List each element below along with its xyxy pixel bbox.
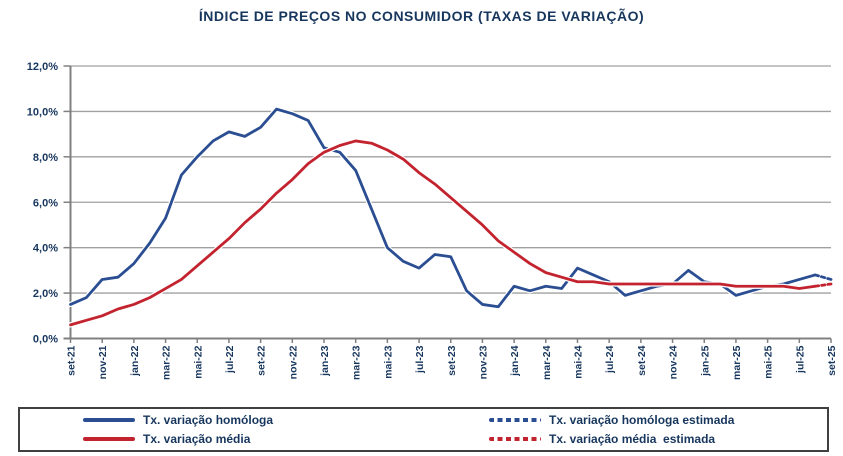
legend: Tx. variação homóloga Tx. variação homól…	[18, 407, 829, 452]
legend-label-media-estimada: Tx. variação média estimada	[549, 432, 716, 446]
legend-label-media: Tx. variação média	[143, 432, 251, 446]
homologa-solid-line-swatch	[83, 417, 135, 423]
y-tick-label: 10,0%	[27, 106, 58, 118]
x-tick-label: mar-23	[351, 345, 363, 380]
x-tick-label: nov-21	[97, 345, 109, 379]
x-tick-label: mar-24	[541, 345, 553, 380]
x-tick-label: jul-22	[224, 345, 236, 374]
media-solid-line-swatch	[83, 436, 135, 442]
x-tick-label: set-21	[66, 345, 78, 376]
x-tick-label: set-24	[636, 345, 648, 376]
x-tick-label: jul-23	[414, 345, 426, 374]
x-tick-label: mai-25	[763, 345, 775, 378]
x-tick-label: mar-22	[161, 345, 173, 380]
series-line-3	[813, 282, 833, 288]
series-line-2	[69, 139, 817, 327]
x-tick-label: mar-25	[731, 345, 743, 380]
legend-label-homologa: Tx. variação homóloga	[143, 413, 274, 427]
y-tick-label: 4,0%	[33, 243, 58, 255]
x-tick-label: mai-24	[573, 345, 585, 378]
x-tick-label: mai-23	[382, 345, 394, 378]
x-tick-label: jul-25	[794, 345, 806, 374]
legend-label-homologa-estimada: Tx. variação homóloga estimada	[549, 413, 735, 427]
y-tick-label: 6,0%	[33, 197, 58, 209]
y-tick-label: 8,0%	[33, 152, 58, 164]
x-tick-label: nov-23	[477, 345, 489, 379]
x-tick-label: jan-24	[509, 345, 521, 377]
x-tick-label: mai-22	[192, 345, 204, 378]
y-tick-label: 0,0%	[33, 334, 58, 346]
series-line-0	[69, 107, 817, 309]
plot-svg: 0,0% 2,0% 4,0% 6,0% 8,0% 10,0% 12,0% set-21 nov-…	[27, 61, 838, 380]
y-tick-label: 2,0%	[33, 288, 58, 300]
legend-item-media: Tx. variação média	[83, 433, 489, 445]
homologa-dashed-line-swatch	[489, 417, 541, 423]
x-tick-label: set-23	[446, 345, 458, 376]
x-tick-label: set-22	[256, 345, 268, 376]
legend-item-homologa: Tx. variação homóloga	[83, 414, 489, 426]
legend-item-homologa-estimada: Tx. variação homóloga estimada	[489, 414, 827, 426]
legend-item-media-estimada: Tx. variação média estimada	[489, 433, 827, 445]
media-dashed-line-swatch	[489, 436, 541, 442]
x-tick-label: jan-23	[319, 345, 331, 377]
x-tick-label: jan-22	[129, 345, 141, 377]
x-tick-label: nov-24	[668, 345, 680, 379]
x-tick-label: jul-24	[604, 345, 616, 374]
x-tick-label: nov-22	[287, 345, 299, 379]
x-tick-label: set-25	[826, 345, 838, 376]
chart-title: ÍNDICE DE PREÇOS NO CONSUMIDOR (TAXAS DE…	[198, 8, 645, 24]
series-halo-2	[67, 138, 818, 328]
x-tick-label: jan-25	[699, 345, 711, 377]
series-line-1	[813, 273, 833, 281]
y-tick-label: 12,0%	[27, 61, 58, 73]
